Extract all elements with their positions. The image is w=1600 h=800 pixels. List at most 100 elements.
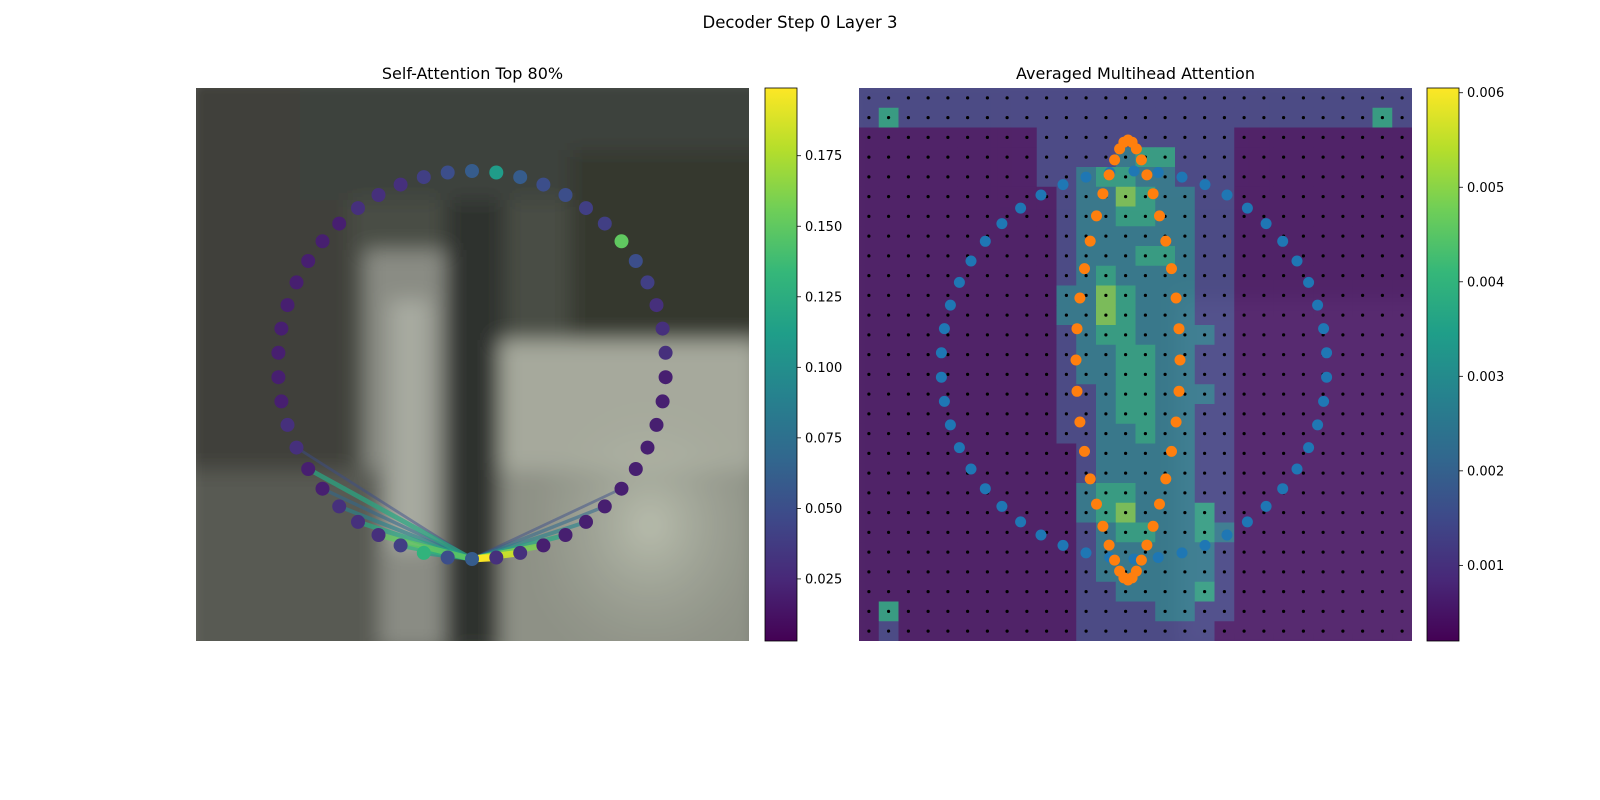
ring-point	[371, 528, 386, 542]
left-panel-title: Self-Attention Top 80%	[381, 64, 564, 83]
grid-dot	[1361, 392, 1365, 396]
grid-dot	[1341, 274, 1345, 278]
grid-dot	[1321, 175, 1325, 179]
grid-dot	[1143, 234, 1147, 238]
grid-dot	[946, 432, 950, 436]
grid-dot	[1242, 412, 1246, 416]
grid-dot	[1341, 451, 1345, 455]
predicted-point	[1147, 520, 1159, 532]
grid-dot	[1262, 293, 1266, 297]
grid-dot	[1163, 550, 1167, 554]
grid-dot	[1045, 353, 1049, 357]
ring-point	[274, 394, 289, 409]
grid-dot	[1361, 432, 1365, 436]
grid-dot	[1262, 510, 1266, 515]
grid-dot	[906, 155, 911, 159]
grid-dot	[906, 491, 911, 495]
grid-dot	[867, 570, 871, 574]
grid-dot	[1124, 372, 1128, 376]
ring-point	[393, 177, 408, 192]
grid-dot	[906, 175, 911, 179]
grid-dot	[1282, 155, 1286, 159]
grid-dot	[1361, 313, 1365, 317]
grid-dot	[1005, 274, 1009, 278]
colorbar-tick-label: 0.150	[805, 220, 842, 235]
reference-point	[935, 371, 947, 383]
grid-dot	[1163, 491, 1167, 495]
grid-dot	[1262, 195, 1266, 199]
grid-dot	[1380, 510, 1384, 515]
grid-dot	[906, 451, 911, 455]
colorbar-tick-label: 0.004	[1467, 275, 1504, 290]
grid-dot	[1380, 175, 1384, 179]
grid-dot	[1025, 372, 1029, 376]
grid-dot	[1321, 432, 1325, 436]
grid-dot	[1005, 629, 1009, 633]
grid-dot	[1262, 451, 1266, 455]
grid-dot	[1282, 293, 1286, 297]
grid-dot	[1005, 451, 1009, 455]
grid-dot	[985, 333, 990, 337]
grid-dot	[1242, 590, 1246, 594]
grid-dot	[867, 293, 871, 297]
grid-dot	[1380, 392, 1384, 396]
grid-dot	[926, 629, 930, 633]
grid-dot	[1400, 135, 1404, 139]
grid-dot	[1380, 530, 1384, 535]
grid-dot	[1361, 609, 1365, 614]
grid-dot	[1361, 530, 1365, 535]
grid-dot	[1124, 195, 1128, 199]
grid-dot	[1301, 214, 1305, 218]
grid-dot	[1045, 175, 1049, 179]
right-colorbar-frame	[1426, 87, 1460, 642]
grid-dot	[1025, 195, 1029, 199]
grid-dot	[966, 432, 970, 436]
grid-dot	[926, 293, 930, 297]
grid-dot	[1380, 195, 1384, 199]
grid-dot	[1301, 254, 1305, 258]
left-colorbar: 0.025 0.050 0.075 0.100 0.125 0.150 0.175	[764, 87, 842, 642]
ring-point	[628, 254, 643, 268]
grid-dot	[1400, 195, 1404, 199]
ring-point	[280, 417, 295, 432]
grid-dot	[966, 550, 970, 554]
colorbar-tick-label: 0.006	[1467, 86, 1504, 101]
grid-dot	[1341, 412, 1345, 416]
reference-point	[944, 419, 956, 431]
grid-dot	[1203, 274, 1207, 278]
ring-point	[536, 177, 551, 192]
grid-dot	[1183, 254, 1187, 258]
grid-dot	[887, 313, 891, 317]
reference-point	[953, 442, 965, 454]
predicted-point	[1074, 292, 1086, 304]
grid-dot	[926, 135, 930, 139]
reference-point	[965, 463, 977, 475]
grid-dot	[1183, 293, 1187, 297]
grid-dot	[1104, 116, 1108, 120]
grid-dot	[1203, 293, 1207, 297]
grid-dot	[1321, 116, 1325, 120]
grid-dot	[1242, 155, 1246, 159]
grid-dot	[926, 609, 930, 614]
grid-dot	[867, 372, 871, 376]
grid-dot	[1341, 392, 1345, 396]
ring-point	[579, 201, 593, 216]
grid-dot	[1163, 372, 1167, 376]
grid-dot	[887, 353, 891, 357]
grid-dot	[1163, 175, 1167, 179]
grid-dot	[1025, 293, 1029, 297]
predicted-point	[1097, 188, 1109, 200]
right-panel-title: Averaged Multihead Attention	[1016, 64, 1255, 83]
grid-dot	[1005, 432, 1009, 436]
grid-dot	[1025, 234, 1029, 238]
grid-dot	[946, 609, 950, 614]
grid-dot	[1301, 609, 1305, 614]
grid-dot	[1203, 510, 1207, 515]
grid-dot	[1301, 590, 1305, 594]
grid-dot	[1361, 510, 1365, 515]
grid-dot	[1400, 274, 1404, 278]
grid-dot	[926, 195, 930, 199]
grid-dot	[1380, 333, 1384, 337]
reference-point	[938, 323, 950, 335]
